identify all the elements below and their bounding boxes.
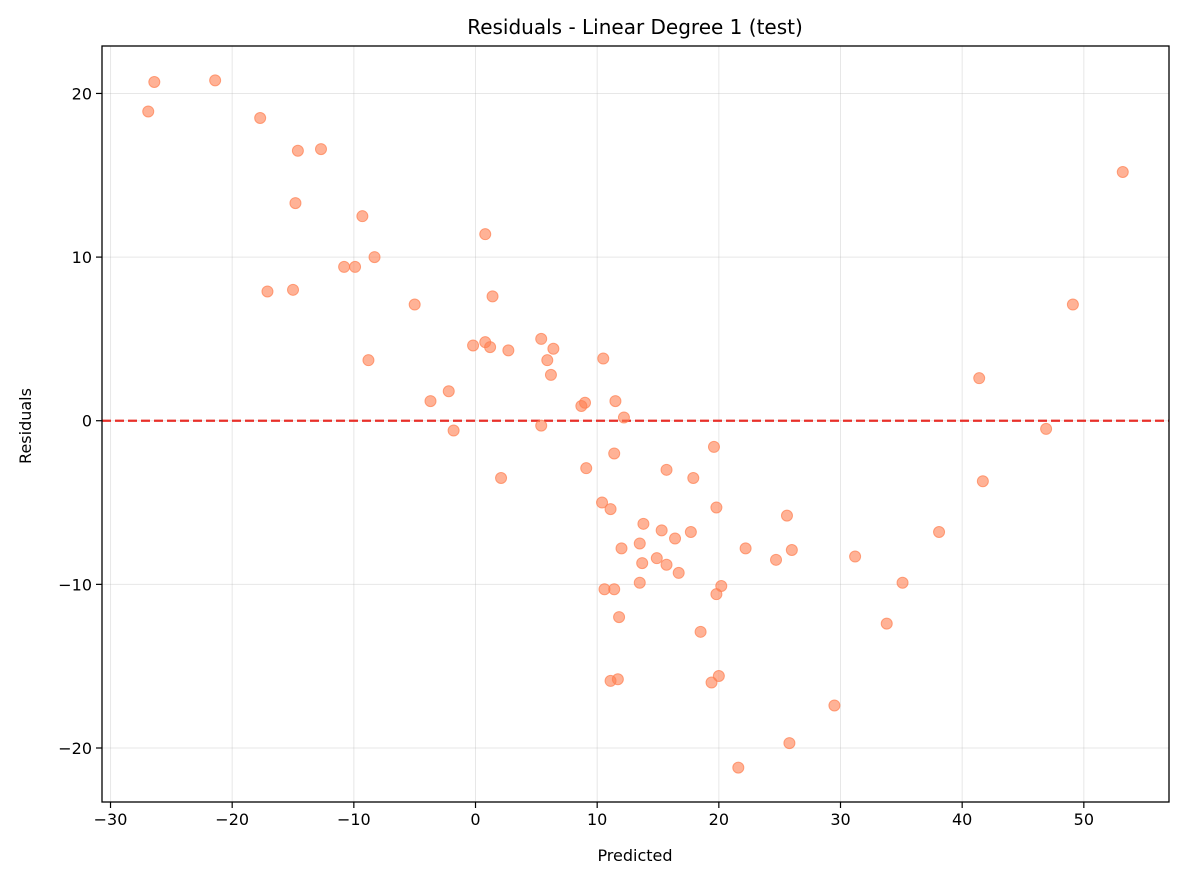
data-point — [287, 283, 300, 296]
data-point — [660, 463, 673, 476]
y-axis-ticks: −20 −10 0 10 20 — [58, 84, 102, 758]
x-axis-label: Predicted — [597, 846, 672, 865]
data-point — [479, 228, 492, 241]
data-point — [579, 396, 592, 409]
data-point — [609, 395, 622, 408]
data-point — [1066, 298, 1079, 311]
data-point — [636, 557, 649, 570]
data-point — [580, 462, 593, 475]
data-point — [314, 143, 327, 156]
data-point — [1040, 422, 1053, 435]
data-point — [896, 576, 909, 589]
data-point — [672, 566, 685, 579]
data-point — [467, 339, 480, 352]
data-point — [544, 368, 557, 381]
data-point — [684, 526, 697, 538]
plot-frame — [101, 45, 1170, 803]
data-point — [442, 385, 455, 398]
data-point — [597, 352, 610, 365]
data-points — [142, 74, 1129, 774]
data-point — [660, 558, 673, 571]
y-tick-label: −10 — [58, 575, 92, 594]
data-point — [424, 395, 437, 408]
y-axis-label: Residuals — [16, 388, 35, 464]
data-point — [1116, 166, 1129, 178]
data-point — [447, 424, 460, 437]
data-point — [356, 210, 369, 223]
data-point — [633, 537, 646, 550]
data-point — [650, 552, 663, 565]
y-tick-label: −20 — [58, 739, 92, 758]
y-tick-label: 20 — [72, 84, 92, 103]
y-tick-label: 10 — [72, 248, 92, 267]
data-point — [785, 544, 798, 556]
data-point — [209, 74, 222, 87]
data-point — [732, 761, 745, 774]
data-point — [687, 472, 700, 484]
x-tick-label: 10 — [587, 810, 607, 829]
data-point — [604, 503, 617, 516]
data-point — [707, 440, 720, 453]
data-point — [495, 472, 508, 484]
data-point — [655, 524, 668, 537]
data-point — [615, 542, 628, 555]
data-point — [613, 611, 626, 624]
x-tick-label: −30 — [94, 810, 128, 829]
data-point — [976, 475, 989, 488]
x-tick-label: 30 — [830, 810, 850, 829]
data-point — [611, 673, 624, 686]
chart-title: Residuals - Linear Degree 1 (test) — [467, 15, 803, 39]
data-point — [547, 342, 560, 355]
data-point — [715, 580, 728, 592]
data-point — [535, 332, 548, 345]
x-tick-label: −20 — [215, 810, 249, 829]
data-point — [694, 625, 707, 638]
data-point — [338, 260, 351, 273]
data-point — [502, 344, 515, 357]
data-point — [770, 553, 783, 566]
data-point — [142, 105, 155, 118]
data-point — [349, 260, 362, 273]
data-point — [596, 496, 609, 509]
data-point — [849, 550, 862, 563]
data-point — [541, 354, 554, 367]
x-axis-ticks: −30 −20 −10 0 10 20 30 40 50 — [94, 802, 1094, 829]
data-point — [289, 197, 302, 210]
data-point — [780, 509, 793, 522]
data-point — [637, 517, 650, 530]
data-point — [828, 699, 841, 712]
x-tick-label: 20 — [709, 810, 729, 829]
data-point — [739, 542, 752, 555]
data-point — [148, 76, 161, 88]
x-tick-label: −10 — [337, 810, 371, 829]
data-point — [261, 285, 274, 298]
data-point — [291, 144, 304, 157]
data-point — [710, 501, 723, 514]
data-point — [669, 532, 682, 545]
data-point — [880, 617, 893, 630]
data-point — [484, 341, 497, 354]
data-point — [617, 411, 630, 424]
data-point — [973, 372, 986, 385]
data-point — [254, 112, 267, 124]
data-point — [712, 670, 725, 682]
data-point — [486, 290, 499, 303]
x-tick-label: 40 — [952, 810, 972, 829]
data-point — [608, 447, 621, 460]
data-point — [368, 251, 381, 264]
data-point — [783, 737, 796, 750]
data-point — [933, 526, 946, 538]
x-tick-label: 0 — [470, 810, 480, 829]
x-tick-label: 50 — [1074, 810, 1094, 829]
data-point — [608, 583, 621, 596]
data-point — [633, 576, 646, 589]
y-tick-label: 0 — [82, 412, 92, 431]
data-point — [535, 419, 548, 432]
data-point — [408, 298, 421, 311]
data-point — [362, 354, 375, 367]
